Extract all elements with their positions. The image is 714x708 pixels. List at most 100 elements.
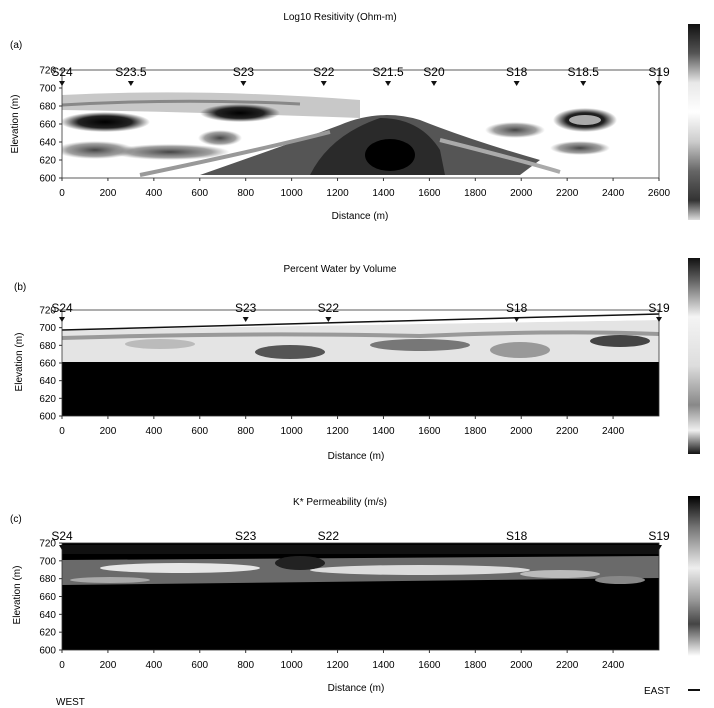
- panel-c-y-tick-label: 660: [39, 592, 56, 603]
- panel-a-y-tick-label: 660: [39, 120, 56, 131]
- panel-a-resistivity-section: [62, 70, 659, 178]
- panel-b-x-tick-label: 600: [191, 426, 208, 437]
- station-marker-s18: [513, 317, 520, 322]
- panel-c-x-tick-label: 1800: [464, 660, 487, 671]
- station-marker-s21-5: [385, 81, 392, 86]
- station-marker-s24: [59, 545, 65, 550]
- station-marker-s24: [59, 317, 65, 322]
- panel-c-y-tick-label: 700: [39, 556, 56, 567]
- station-marker-s20: [430, 81, 437, 86]
- station-label-s23: S23: [235, 529, 257, 543]
- station-marker-s22: [325, 317, 332, 322]
- panel-c-y-tick-label: 640: [39, 610, 56, 621]
- panel-b-x-tick-label: 200: [100, 426, 117, 437]
- panel-b-x-tick-label: 400: [146, 426, 163, 437]
- panel-b-water-section: [62, 310, 659, 416]
- panel-a-x-tick-label: 2200: [556, 188, 579, 199]
- panel-b-y-tick-label: 640: [39, 376, 56, 387]
- panel-c-y-tick-label: 620: [39, 628, 56, 639]
- panel-c-x-tick-label: 1600: [418, 660, 441, 671]
- station-marker-s19: [656, 317, 662, 322]
- panel-b-x-axis-label: Distance (m): [328, 451, 385, 462]
- panel-b-title: Percent Water by Volume: [283, 264, 396, 275]
- panel-c-y-tick-label: 680: [39, 574, 56, 585]
- station-label-s22: S22: [318, 301, 340, 315]
- station-label-s24: S24: [51, 301, 73, 315]
- panel-b-x-tick-label: 1400: [372, 426, 395, 437]
- station-label-s23: S23: [233, 65, 255, 79]
- panel-a-title: Log10 Resitivity (Ohm-m): [283, 12, 396, 23]
- panel-c-label: (c): [10, 514, 22, 525]
- panel-a-x-tick-label: 600: [191, 188, 208, 199]
- panel-b-x-tick-label: 1000: [280, 426, 303, 437]
- panel-c-x-axis-label: Distance (m): [328, 683, 385, 694]
- panel-b-y-tick-label: 620: [39, 394, 56, 405]
- station-marker-s19: [656, 81, 662, 86]
- panel-a-y-axis-label: Elevation (m): [10, 95, 21, 154]
- panel-b-y-axis-label: Elevation (m): [14, 333, 25, 392]
- panel-b-y-tick-label: 700: [39, 323, 56, 334]
- panel-a-x-tick-label: 1800: [464, 188, 487, 199]
- station-label-s23-5: S23.5: [115, 65, 147, 79]
- panel-b-x-tick-label: 1600: [418, 426, 441, 437]
- station-label-s22: S22: [313, 65, 335, 79]
- panel-c-x-tick-label: 2400: [602, 660, 625, 671]
- station-label-s24: S24: [51, 529, 73, 543]
- station-label-s18: S18: [506, 301, 528, 315]
- panel-b-y-tick-label: 660: [39, 359, 56, 370]
- station-label-s21-5: S21.5: [372, 65, 404, 79]
- panel-b-x-tick-label: 1200: [326, 426, 349, 437]
- station-label-s18-5: S18.5: [568, 65, 600, 79]
- station-label-s22: S22: [318, 529, 340, 543]
- panel-c-x-tick-label: 800: [237, 660, 254, 671]
- panel-c-permeability-section: [62, 543, 659, 650]
- station-marker-s19: [656, 545, 662, 550]
- panel-c-x-tick-label: 1200: [326, 660, 349, 671]
- panel-b-x-tick-label: 0: [59, 426, 65, 437]
- station-marker-s22: [320, 81, 327, 86]
- panel-a-x-tick-label: 2000: [510, 188, 533, 199]
- panel-a-x-tick-label: 1400: [372, 188, 395, 199]
- panel-c-y-tick-label: 720: [39, 539, 56, 550]
- panel-c-title: K* Permeability (m/s): [293, 497, 387, 508]
- panel-c-x-tick-label: 1000: [280, 660, 303, 671]
- west-label: WEST: [56, 697, 85, 708]
- panel-a-x-tick-label: 400: [146, 188, 163, 199]
- station-marker-s23: [242, 545, 249, 550]
- station-marker-s23-5: [127, 81, 134, 86]
- panel-a-x-tick-label: 2600: [648, 188, 671, 199]
- panel-a-y-tick-label: 700: [39, 84, 56, 95]
- panel-a-x-tick-label: 1200: [326, 188, 349, 199]
- panel-a-y-tick-label: 720: [39, 66, 56, 77]
- panel-c: K* Permeability (m/s) (c) Elevation (m) …: [10, 496, 700, 694]
- panel-b-x-tick-label: 1800: [464, 426, 487, 437]
- panel-c-x-tick-label: 200: [100, 660, 117, 671]
- panel-c-x-tick-label: 600: [191, 660, 208, 671]
- panel-c-x-tick-label: 1400: [372, 660, 395, 671]
- panel-a-y-tick-label: 640: [39, 138, 56, 149]
- panel-a: Log10 Resitivity (Ohm-m) (a) Elevation (…: [10, 12, 700, 222]
- panel-c-y-axis-label: Elevation (m): [12, 566, 23, 625]
- panel-b-x-tick-label: 2400: [602, 426, 625, 437]
- station-marker-s18-5: [580, 81, 587, 86]
- panel-c-x-tick-label: 2000: [510, 660, 533, 671]
- east-label: EAST: [644, 686, 670, 697]
- panel-a-x-tick-label: 800: [237, 188, 254, 199]
- panel-b-y-tick-label: 720: [39, 306, 56, 317]
- station-marker-s23: [240, 81, 247, 86]
- station-marker-s23: [242, 317, 249, 322]
- panel-a-y-tick-label: 600: [39, 174, 56, 185]
- panel-b-label: (b): [14, 282, 26, 293]
- panel-b-y-tick-label: 680: [39, 341, 56, 352]
- station-label-s18: S18: [506, 529, 528, 543]
- station-marker-s24: [59, 81, 65, 86]
- panel-c-axes: 0 200 400 600 800 1000 1200 1400 1600 1800 2000 220…: [39, 529, 670, 671]
- panel-b-axes: 0 200 400 600 800 1000 1200 1400 1600 1800 2000 220…: [39, 301, 670, 437]
- station-label-s19: S19: [648, 529, 670, 543]
- station-label-s23: S23: [235, 301, 257, 315]
- panel-c-x-tick-label: 2200: [556, 660, 579, 671]
- panel-a-x-tick-label: 200: [100, 188, 117, 199]
- panel-a-x-tick-label: 0: [59, 188, 65, 199]
- panel-b-colorbar: [688, 258, 700, 454]
